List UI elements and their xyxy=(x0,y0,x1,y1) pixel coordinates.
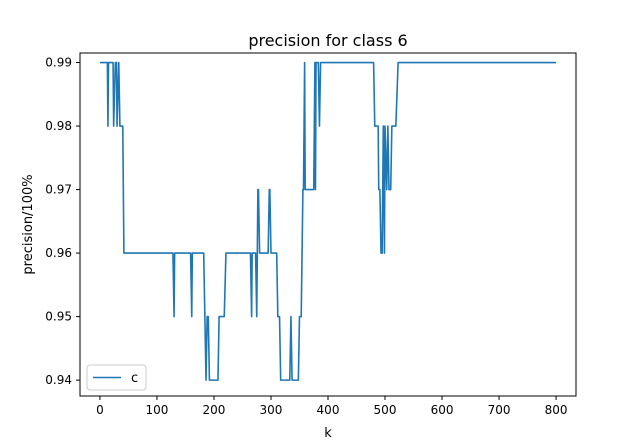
y-tick-label: 0.94 xyxy=(45,373,72,387)
x-tick-label: 400 xyxy=(317,403,340,417)
x-axis: 0 100 200 300 400 500 600 700 800 xyxy=(96,396,567,417)
x-tick-label: 600 xyxy=(431,403,454,417)
y-tick-label: 0.97 xyxy=(45,183,72,197)
chart-title: precision for class 6 xyxy=(248,31,407,50)
series-group xyxy=(99,61,557,381)
x-axis-label: k xyxy=(324,426,332,441)
y-tick-label: 0.99 xyxy=(45,56,72,70)
x-tick-label: 500 xyxy=(374,403,397,417)
x-tick-label: 800 xyxy=(545,403,568,417)
x-tick-label: 200 xyxy=(203,403,226,417)
y-tick-label: 0.98 xyxy=(45,119,72,133)
legend: c xyxy=(86,364,147,391)
y-tick-label: 0.95 xyxy=(45,310,72,324)
legend-label-c: c xyxy=(131,371,138,386)
x-tick-label: 700 xyxy=(488,403,511,417)
x-tick-label: 0 xyxy=(96,403,104,417)
y-tick-label: 0.96 xyxy=(45,246,72,260)
x-tick-label: 300 xyxy=(260,403,283,417)
x-tick-label: 100 xyxy=(146,403,169,417)
y-axis: 0.94 0.95 0.96 0.97 0.98 0.99 xyxy=(45,56,80,387)
series-line-c xyxy=(99,61,557,381)
y-axis-label: precision/100% xyxy=(21,174,36,274)
